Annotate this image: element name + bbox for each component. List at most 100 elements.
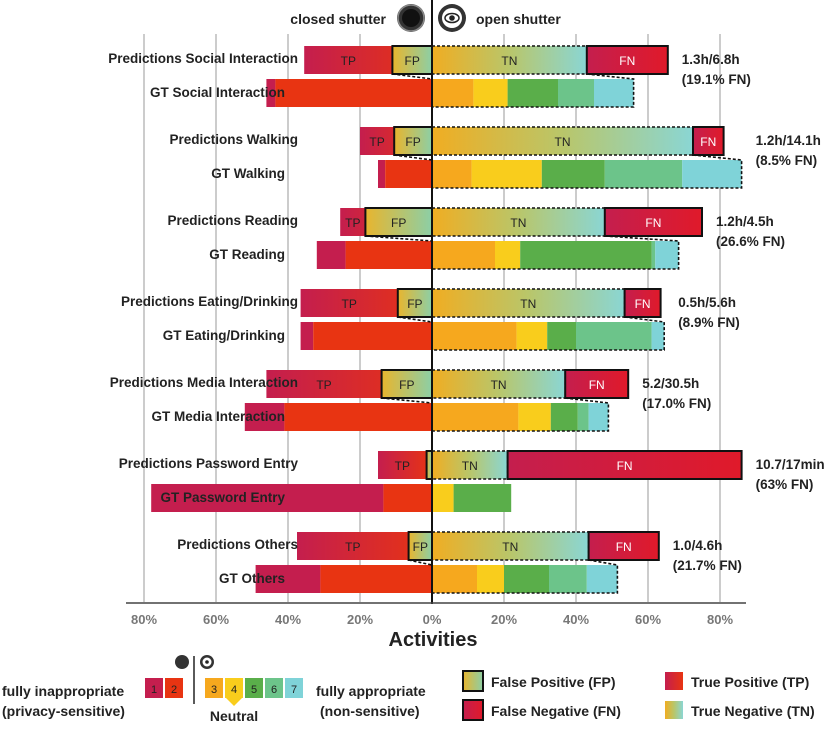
legend-level-swatch — [165, 678, 183, 698]
pred-row-label: Predictions Reading — [167, 213, 298, 228]
annotation-fn-rate: (8.5% FN) — [756, 153, 818, 168]
gt-level4-bar — [473, 79, 508, 107]
tn-label: TN — [510, 216, 526, 230]
gt-level4-bar — [432, 484, 454, 512]
legend-level-swatch — [205, 678, 223, 698]
fp-connector — [397, 316, 433, 323]
pred-row-label: Predictions Media Interaction — [110, 375, 298, 390]
fp-connector — [408, 559, 433, 566]
gt-level5-bar — [504, 565, 549, 593]
legend-level-number: 5 — [251, 684, 257, 696]
gt-level7-bar — [586, 565, 618, 593]
x-tick-label: 20% — [491, 612, 517, 627]
tn-connector — [432, 154, 743, 189]
tn-bar — [431, 450, 509, 480]
fp-connector — [392, 73, 433, 80]
legend-level-swatch — [145, 678, 163, 698]
gt-level1-bar — [266, 79, 276, 107]
legend-open-icon — [200, 655, 214, 669]
x-axis-title: Activities — [389, 629, 478, 651]
pred-row-label: Predictions Walking — [169, 132, 298, 147]
annotation-fn-rate: (19.1% FN) — [682, 72, 751, 87]
gt-level5-bar — [507, 79, 558, 107]
annotation-time: 0.5h/5.6h — [678, 295, 736, 310]
legend-inappropriate-sub: (privacy-sensitive) — [2, 703, 125, 719]
gt-level4-bar — [477, 565, 504, 593]
neutral-marker — [226, 698, 242, 706]
gt-row-label: GT Password Entry — [160, 490, 285, 505]
gt-level1-bar — [378, 160, 386, 188]
tn-connector — [432, 73, 635, 108]
tn-bar — [431, 369, 566, 399]
fn-annotations: 1.3h/6.8h (19.1% FN) 1.2h/14.1h (8.5% FN) 1.… — [642, 52, 824, 573]
legend-fn-label: False Negative (FN) — [491, 703, 621, 719]
pred-row-label: Predictions Social Interaction — [108, 51, 298, 66]
legend-level-swatch — [285, 678, 303, 698]
row-labels: Predictions Social Interaction GT Social … — [108, 51, 298, 586]
gt-level6-bar — [549, 565, 587, 593]
tn-label: TN — [502, 540, 518, 554]
fp-label: FP — [399, 378, 414, 392]
gt-row-label: GT Social Interaction — [150, 85, 285, 100]
annotation-time: 1.2h/4.5h — [716, 214, 774, 229]
gt-level7-bar — [655, 241, 679, 269]
closed-shutter-label: closed shutter — [290, 11, 386, 27]
fn-label: FN — [589, 378, 605, 392]
annotation-time: 1.2h/14.1h — [756, 133, 821, 148]
tn-bar — [431, 531, 590, 561]
gt-level1-bar — [151, 484, 384, 512]
x-tick-label: 40% — [275, 612, 301, 627]
gt-level1-bar — [316, 241, 346, 269]
gt-level6-bar — [651, 241, 656, 269]
annotation-fn-rate: (17.0% FN) — [642, 396, 711, 411]
gt-row-label: GT Walking — [211, 166, 285, 181]
gt-level3-bar — [432, 79, 474, 107]
legend-tn-swatch — [665, 701, 683, 719]
x-tick-label: 60% — [203, 612, 229, 627]
gt-level7-bar — [594, 79, 634, 107]
legend: fully inappropriate (privacy-sensitive) … — [2, 655, 815, 724]
legend-fp-swatch — [462, 670, 484, 692]
pred-row-label: Predictions Eating/Drinking — [121, 294, 298, 309]
gt-level3-bar — [432, 241, 495, 269]
legend-scale: 1 2 3 4 5 6 7 — [145, 678, 303, 698]
gt-level1-bar — [255, 565, 321, 593]
gt-level4-bar — [516, 322, 548, 350]
tp-label: TP — [369, 135, 384, 149]
gt-level7-bar — [682, 160, 742, 188]
fn-label: FN — [700, 135, 716, 149]
x-tick-label: 80% — [131, 612, 157, 627]
legend-level-swatch — [225, 678, 243, 698]
legend-level-number: 4 — [231, 684, 237, 696]
annotation-fn-rate: (26.6% FN) — [716, 234, 785, 249]
annotation-time: 10.7/17min — [756, 457, 825, 472]
tn-bar — [431, 45, 588, 75]
gt-level5-bar — [550, 403, 578, 431]
tp-label: TP — [342, 297, 357, 311]
tn-connector — [432, 397, 610, 432]
fp-bar — [396, 288, 433, 318]
gt-row-label: GT Reading — [209, 247, 285, 262]
fn-bar — [585, 45, 669, 75]
tp-label: TP — [395, 459, 410, 473]
fp-connector — [394, 154, 433, 161]
gt-level2-bar — [345, 241, 432, 269]
annotation-fn-rate: (21.7% FN) — [673, 558, 742, 573]
gt-row-label: GT Eating/Drinking — [163, 328, 285, 343]
legend-level-swatch — [245, 678, 263, 698]
gt-level7-bar — [651, 322, 665, 350]
tn-connector — [432, 235, 680, 270]
gt-row-label: GT Media Interaction — [151, 409, 285, 424]
legend-level-number: 3 — [211, 684, 217, 696]
legend-level-number: 7 — [291, 684, 297, 696]
x-tick-label: 80% — [707, 612, 733, 627]
gt-level7-bar — [588, 403, 609, 431]
gt-level2-bar — [284, 403, 432, 431]
fn-label: FN — [619, 54, 635, 68]
fp-label: FP — [405, 135, 420, 149]
fp-label: FP — [407, 297, 422, 311]
fn-bar — [623, 288, 662, 318]
tn-label: TN — [491, 378, 507, 392]
tp-label: TP — [316, 378, 331, 392]
